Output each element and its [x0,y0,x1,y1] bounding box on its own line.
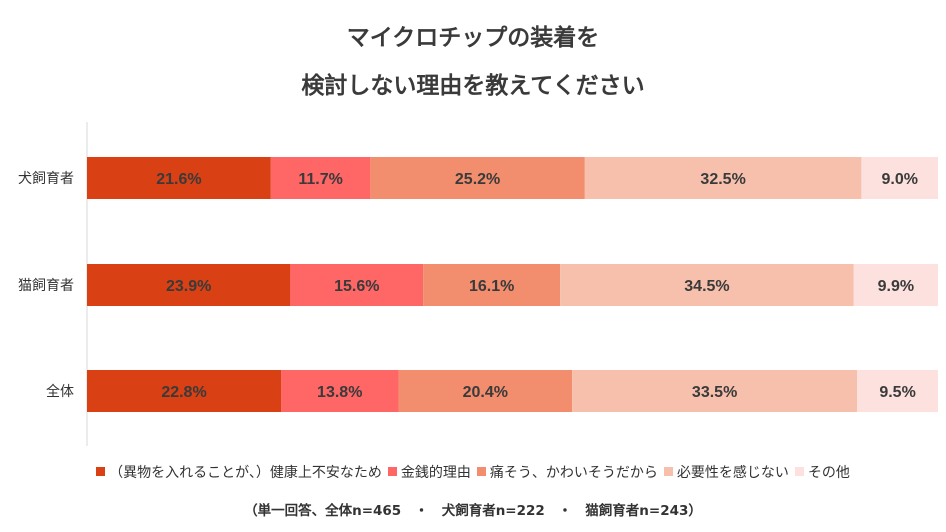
bar-segment [560,264,854,306]
legend-label: 必要性を感じない [676,465,789,481]
data-label: 9.0% [881,171,917,188]
data-label: 20.4% [463,384,508,401]
category-label: 犬飼育者 [18,171,74,187]
bar-segment [290,264,424,306]
bar-segment [87,157,271,199]
category-label: 全体 [46,383,74,400]
legend-swatch [387,467,397,476]
data-label: 13.8% [317,384,362,401]
bar-segment [370,157,585,199]
chart-title-line1: マイクロチップの装着を [346,25,600,51]
category-label: 猫飼育者 [18,278,74,294]
legend-item: 金銭的理由 [387,462,471,482]
legend-swatch [794,467,804,476]
bar-segment [572,370,858,412]
bar-segment [853,264,938,306]
data-label: 23.9% [166,278,211,295]
bar-segment [87,264,291,306]
data-label: 9.9% [878,278,914,295]
legend-label: 痛そう、かわいそうだから [489,465,658,481]
bar-segment [398,370,573,412]
data-label: 11.7% [298,171,342,188]
legend-item: （異物を入れることが、）健康上不安なため [96,462,382,482]
chart-legend: （異物を入れることが、）健康上不安なため 金銭的理由 痛そう、かわいそうだから 必要性… [0,462,946,482]
bar-segment [87,370,282,412]
legend-label: その他 [807,465,850,481]
bar-segment [270,157,371,199]
data-label: 33.5% [692,384,737,401]
bar-segment [423,264,561,306]
legend-item: 必要性を感じない [663,462,789,482]
data-label: 32.5% [700,171,745,188]
legend-swatch [96,467,106,476]
bar-segment [857,370,938,412]
data-label: 25.2% [455,171,500,188]
bar-segment [584,157,862,199]
data-label: 15.6% [334,278,379,295]
bar-segment [861,157,938,199]
legend-swatch [663,467,673,476]
data-label: 22.8% [161,384,206,401]
legend-item: その他 [794,462,850,482]
bar-segment [281,370,399,412]
data-label: 21.6% [156,171,201,188]
chart-title-line2: 検討しない理由を教えてください [301,73,645,99]
data-label: 16.1% [469,278,514,295]
legend-item: 痛そう、かわいそうだから [476,462,658,482]
sample-size-note: （単一回答、全体n=465 ・ 犬飼育者n=222 ・ 猫飼育者n=243） [244,503,702,519]
data-label: 9.5% [879,384,915,401]
legend-swatch [476,467,486,476]
data-label: 34.5% [684,278,729,295]
legend-label: 金銭的理由 [400,465,471,481]
legend-label: （異物を入れることが、）健康上不安なため [109,465,382,481]
